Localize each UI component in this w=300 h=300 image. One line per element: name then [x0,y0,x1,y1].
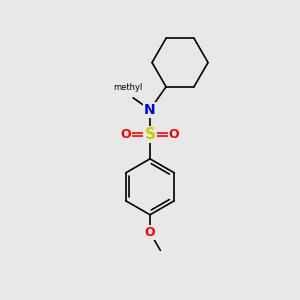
Text: N: N [144,103,156,117]
Text: S: S [145,127,155,142]
Text: O: O [145,226,155,239]
Text: methyl: methyl [113,83,142,92]
Text: O: O [169,128,179,141]
Text: O: O [121,128,131,141]
